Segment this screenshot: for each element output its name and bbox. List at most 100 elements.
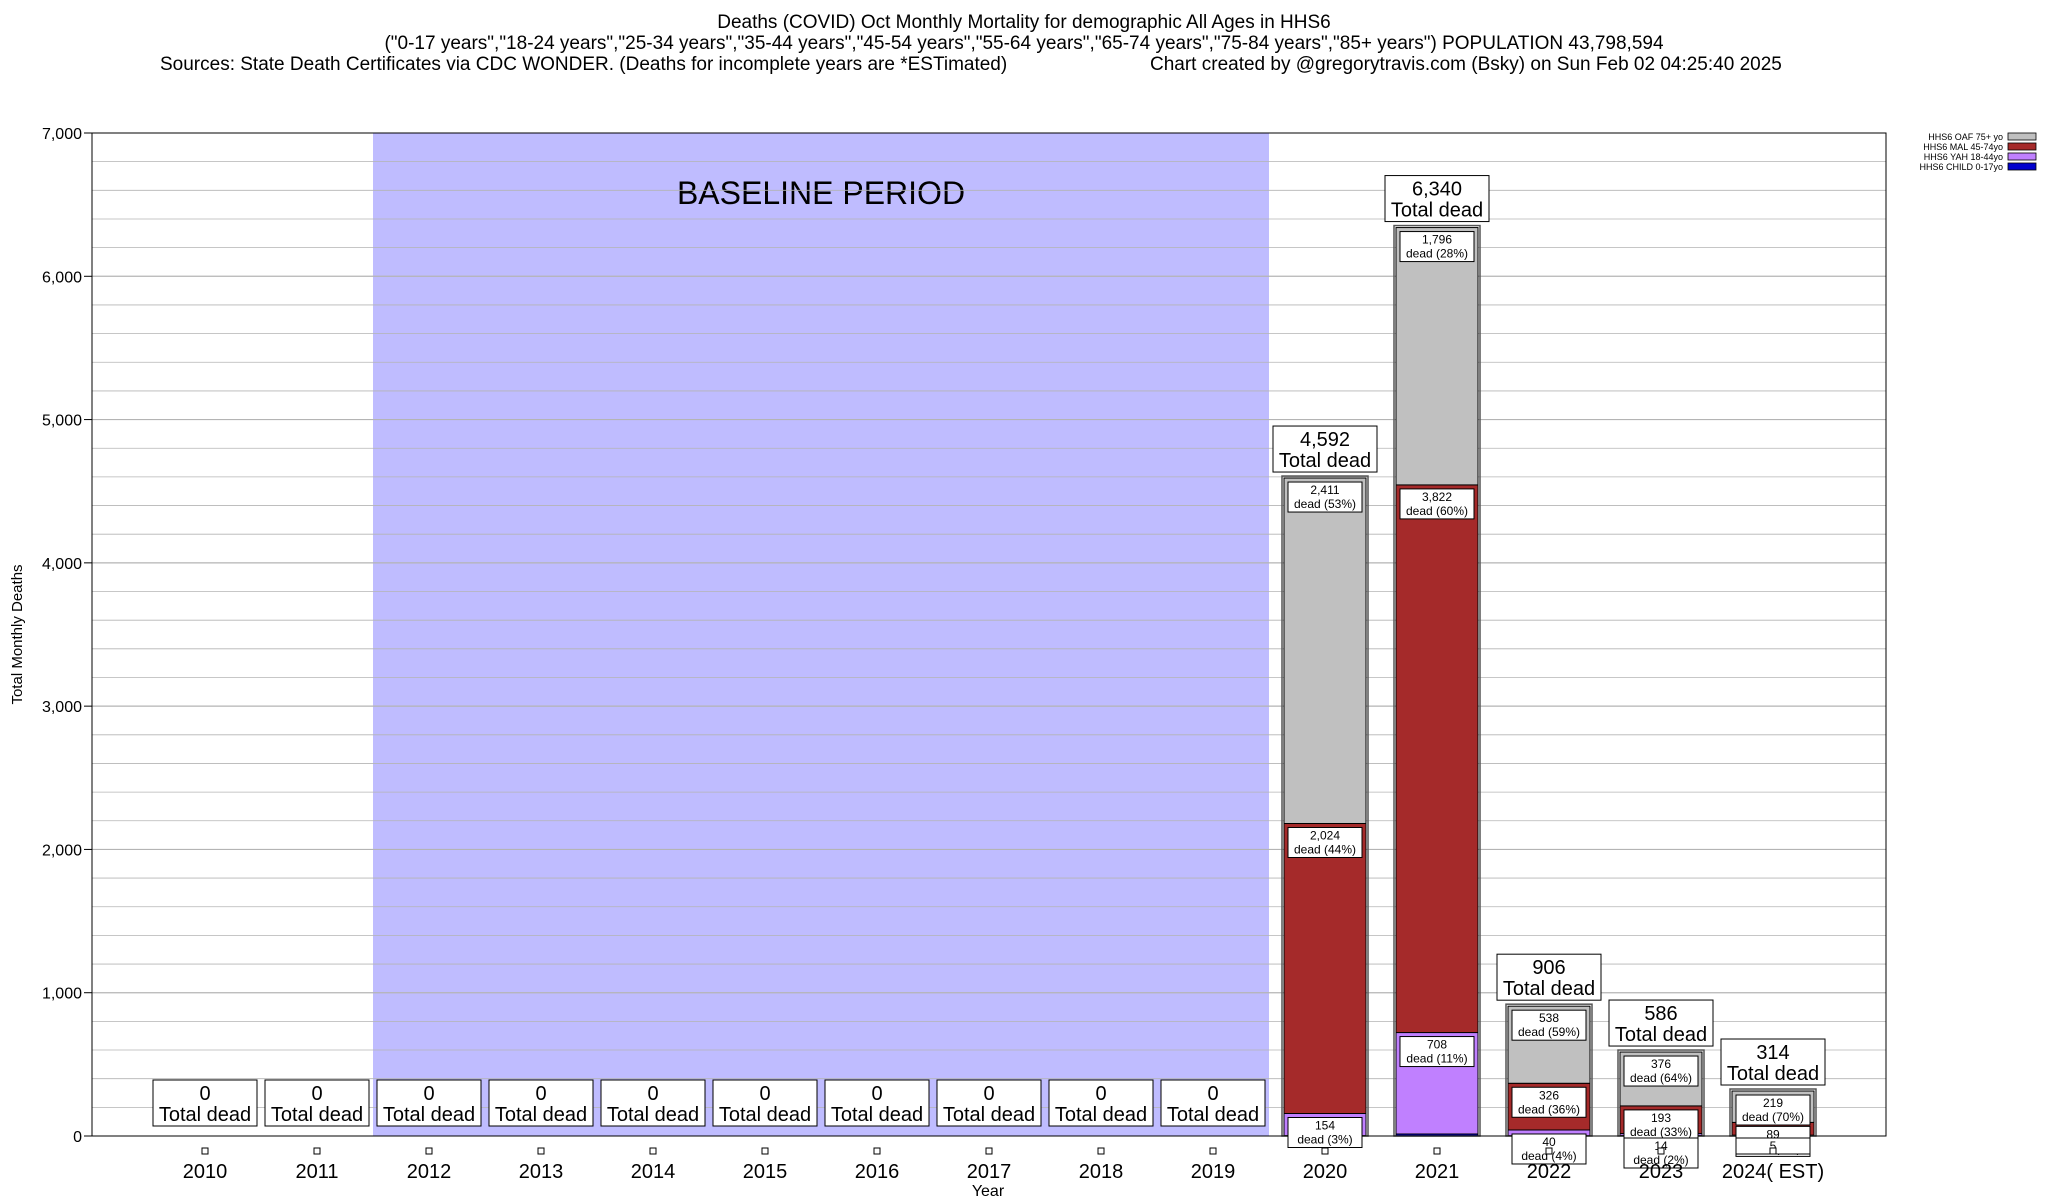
total-value-label: 586 bbox=[1644, 1003, 1677, 1025]
total-value-label: 0 bbox=[311, 1083, 322, 1105]
total-box bbox=[152, 1079, 258, 1127]
plot-frame bbox=[91, 132, 1887, 1137]
segment-pct-label: dead (53%) bbox=[1294, 497, 1356, 511]
segment-value-label: 326 bbox=[1539, 1088, 1559, 1102]
segment-label-box bbox=[1623, 1055, 1699, 1087]
x-tick-marker bbox=[985, 1147, 993, 1155]
axes: 0 1,000 2,000 3,000 4,000 5,000 6,000 7,000 Tota… bbox=[9, 126, 1824, 1200]
total-box bbox=[1048, 1079, 1154, 1127]
total-suffix-label: Total dead bbox=[831, 1104, 923, 1126]
legend-label: HHS6 YAH 18-44yo bbox=[1924, 152, 2003, 162]
segment-pct-label: dead (28%) bbox=[1406, 247, 1468, 261]
segment-pct-label: dead (70%) bbox=[1742, 1110, 1804, 1124]
total-box bbox=[824, 1079, 930, 1127]
segment-value-label: 708 bbox=[1427, 1038, 1447, 1052]
y-tick-label: 7,000 bbox=[42, 126, 82, 143]
x-tick-marker bbox=[1769, 1147, 1777, 1155]
legend-label: HHS6 OAF 75+ yo bbox=[1928, 132, 2003, 142]
total-value-label: 0 bbox=[647, 1083, 658, 1105]
x-tick-label: 2020 bbox=[1303, 1161, 1348, 1183]
segment-pct-label: dead (4%) bbox=[1521, 1149, 1576, 1163]
x-axis-label: Year bbox=[972, 1183, 1005, 1200]
chart-source-line: Sources: State Death Certificates via CD… bbox=[0, 54, 2048, 75]
total-box bbox=[376, 1079, 482, 1127]
bar-2020-hhs6-oaf-75-yo bbox=[1283, 477, 1367, 824]
total-box bbox=[264, 1079, 370, 1127]
chart-subtitle: ("0-17 years","18-24 years","25-34 years… bbox=[384, 33, 1664, 54]
x-tick-marker bbox=[1321, 1147, 1329, 1155]
segment-value-label: 2,411 bbox=[1310, 483, 1339, 497]
total-value-label: 0 bbox=[423, 1083, 434, 1105]
y-tick-label: 3,000 bbox=[42, 699, 82, 716]
total-value-label: 4,592 bbox=[1300, 429, 1350, 451]
segment-label-box bbox=[1623, 1109, 1699, 1141]
total-suffix-label: Total dead bbox=[1167, 1104, 1259, 1126]
segment-pct-label: dead (11%) bbox=[1406, 1052, 1467, 1066]
total-box bbox=[488, 1079, 594, 1127]
segment-label-box bbox=[1511, 1086, 1587, 1118]
legend-swatch-hhs6-mal-45-74yo bbox=[2007, 142, 2037, 151]
total-value-label: 314 bbox=[1756, 1042, 1789, 1064]
segment-pct-label: dead (2%) bbox=[1633, 1153, 1688, 1167]
y-tick-label: 0 bbox=[73, 1129, 82, 1146]
x-tick-label: 2013 bbox=[519, 1161, 564, 1183]
legend-label: HHS6 MAL 45-74yo bbox=[1923, 142, 2003, 152]
segment-pct-label: dead (60%) bbox=[1406, 504, 1468, 518]
x-tick-label: 2010 bbox=[183, 1161, 228, 1183]
x-tick-marker bbox=[313, 1147, 321, 1155]
total-box bbox=[1384, 175, 1490, 223]
segment-pct-label: dead (33%) bbox=[1630, 1125, 1692, 1139]
segment-pct-label: dead (44%) bbox=[1294, 842, 1356, 856]
total-box bbox=[1160, 1079, 1266, 1127]
baseline-period-region: BASELINE PERIOD bbox=[373, 133, 1269, 1136]
segment-value-label: 3,822 bbox=[1422, 490, 1452, 504]
segment-value-label: 2,024 bbox=[1310, 828, 1340, 842]
y-axis-label: Total Monthly Deaths bbox=[9, 564, 26, 704]
x-tick-marker bbox=[1097, 1147, 1105, 1155]
segment-value-label: 40 bbox=[1542, 1135, 1556, 1149]
x-tick-label: 2024( EST) bbox=[1722, 1161, 1824, 1183]
total-suffix-label: Total dead bbox=[383, 1104, 475, 1126]
total-value-label: 0 bbox=[1095, 1083, 1106, 1105]
x-tick-marker bbox=[761, 1147, 769, 1155]
y-tick-label: 5,000 bbox=[42, 413, 82, 430]
segment-label-box bbox=[1399, 231, 1475, 263]
x-tick-marker bbox=[1209, 1147, 1217, 1155]
segment-label-box bbox=[1511, 1009, 1587, 1041]
total-box bbox=[1272, 425, 1378, 473]
x-tick-label: 2022 bbox=[1527, 1161, 1572, 1183]
x-tick-label: 2023 bbox=[1639, 1161, 1684, 1183]
x-tick-label: 2021 bbox=[1415, 1161, 1460, 1183]
bar-2021-hhs6-oaf-75-yo bbox=[1395, 227, 1479, 486]
total-value-label: 6,340 bbox=[1412, 179, 1462, 201]
chart-title-block: Deaths (COVID) Oct Monthly Mortality for… bbox=[0, 12, 2048, 75]
total-suffix-label: Total dead bbox=[1391, 200, 1483, 222]
segment-value-label: 1,796 bbox=[1422, 233, 1452, 247]
total-box bbox=[1720, 1038, 1826, 1086]
total-value-label: 0 bbox=[759, 1083, 770, 1105]
y-tick-label: 4,000 bbox=[42, 556, 82, 573]
chart-title: Deaths (COVID) Oct Monthly Mortality for… bbox=[717, 12, 1331, 33]
total-suffix-label: Total dead bbox=[719, 1104, 811, 1126]
segment-value-label: 154 bbox=[1315, 1119, 1335, 1133]
total-suffix-label: Total dead bbox=[1055, 1104, 1147, 1126]
segment-label-box bbox=[1735, 1094, 1811, 1126]
total-suffix-label: Total dead bbox=[1503, 978, 1595, 1000]
x-tick-label: 2014 bbox=[631, 1161, 676, 1183]
segment-value-label: 376 bbox=[1651, 1057, 1671, 1071]
total-value-label: 0 bbox=[199, 1083, 210, 1105]
segment-pct-label: dead (36%) bbox=[1518, 1102, 1580, 1116]
x-tick-marker bbox=[1433, 1147, 1441, 1155]
segment-value-label: 538 bbox=[1539, 1011, 1559, 1025]
x-tick-label: 2018 bbox=[1079, 1161, 1124, 1183]
bar-2021-hhs6-mal-45-74yo bbox=[1395, 484, 1479, 1034]
x-tick-marker bbox=[649, 1147, 657, 1155]
x-tick-marker bbox=[1657, 1147, 1665, 1155]
y-tick-label: 6,000 bbox=[42, 269, 82, 286]
x-tick-label: 2017 bbox=[967, 1161, 1012, 1183]
total-box bbox=[1496, 953, 1602, 1001]
y-tick-label: 1,000 bbox=[42, 986, 82, 1003]
